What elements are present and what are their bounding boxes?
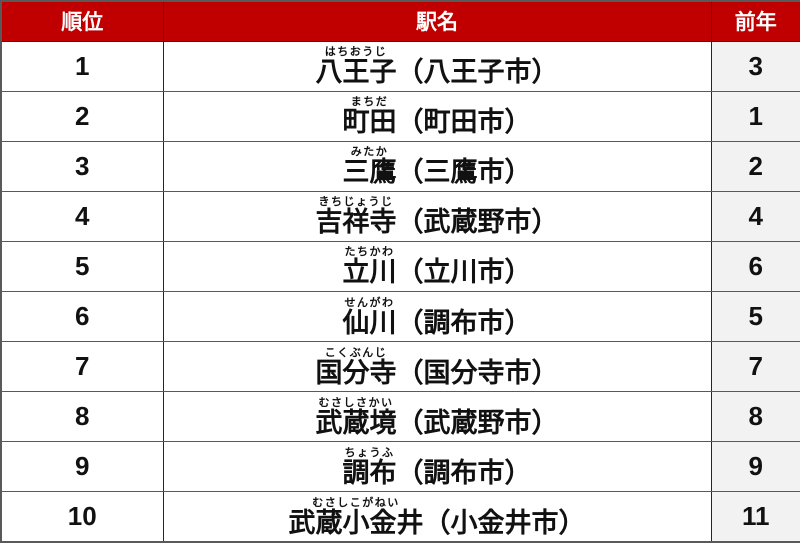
- prev-year-cell: 8: [710, 391, 800, 443]
- station-city: （国分寺市）: [396, 357, 559, 388]
- table-row: 8 武蔵境むさしさかい（武蔵野市） 8: [0, 391, 800, 443]
- station-name-ruby: 武蔵小金井むさしこがねい: [288, 497, 424, 538]
- rank-cell: 2: [0, 90, 164, 142]
- station-city: （調布市）: [396, 457, 532, 488]
- station-city: （八王子市）: [396, 57, 559, 88]
- station-cell: 八王子はちおうじ（八王子市）: [162, 40, 712, 92]
- rank-cell: 10: [0, 491, 164, 543]
- station-city: （武蔵野市）: [396, 207, 559, 238]
- header-rank: 順位: [0, 0, 164, 42]
- station-furigana: こくぶんじ: [315, 346, 397, 359]
- station-furigana: むさしさかい: [315, 396, 397, 409]
- station-cell: 調布ちょうふ（調布市）: [162, 441, 712, 493]
- prev-year-cell: 5: [710, 290, 800, 343]
- table-row: 3 三鷹みたか（三鷹市） 2: [0, 140, 800, 192]
- table-row: 1 八王子はちおうじ（八王子市） 3: [0, 40, 800, 92]
- station-name: 仙川: [342, 307, 397, 338]
- rank-cell: 5: [0, 240, 164, 292]
- prev-year-cell: 2: [710, 140, 800, 192]
- table-row: 10 武蔵小金井むさしこがねい（小金井市） 11: [0, 491, 800, 543]
- prev-year-cell: 3: [710, 40, 800, 92]
- station-furigana: せんがわ: [342, 296, 397, 309]
- table-row: 6 仙川せんがわ（調布市） 5: [0, 290, 800, 343]
- station-name-ruby: 立川たちかわ: [342, 246, 397, 288]
- station-name: 吉祥寺: [315, 207, 397, 238]
- station-cell: 三鷹みたか（三鷹市）: [162, 140, 712, 192]
- station-cell: 武蔵境むさしさかい（武蔵野市）: [162, 391, 712, 443]
- station-cell: 町田まちだ（町田市）: [162, 90, 712, 142]
- station-name: 調布: [342, 457, 397, 488]
- station-name: 武蔵小金井: [288, 507, 424, 538]
- station-name-ruby: 吉祥寺きちじょうじ: [315, 196, 397, 238]
- station-name-ruby: 八王子はちおうじ: [315, 46, 397, 88]
- station-cell: 仙川せんがわ（調布市）: [162, 290, 712, 343]
- station-city: （武蔵野市）: [396, 407, 559, 438]
- table-row: 5 立川たちかわ（立川市） 6: [0, 240, 800, 292]
- table-row: 7 国分寺こくぶんじ（国分寺市） 7: [0, 341, 800, 393]
- station-name-ruby: 武蔵境むさしさかい: [315, 397, 397, 438]
- table-row: 2 町田まちだ（町田市） 1: [0, 90, 800, 142]
- prev-year-cell: 11: [710, 491, 800, 543]
- station-name-ruby: 三鷹みたか: [342, 146, 397, 188]
- station-name: 三鷹: [342, 157, 397, 188]
- rank-cell: 6: [0, 290, 164, 343]
- station-name-ruby: 仙川せんがわ: [342, 297, 397, 338]
- rank-cell: 9: [0, 441, 164, 493]
- station-name: 八王子: [315, 57, 397, 88]
- rank-cell: 4: [0, 190, 164, 242]
- station-city: （立川市）: [396, 257, 532, 288]
- table-row: 9 調布ちょうふ（調布市） 9: [0, 441, 800, 493]
- station-city: （三鷹市）: [396, 157, 532, 188]
- station-furigana: むさしこがねい: [288, 496, 424, 509]
- station-furigana: きちじょうじ: [315, 196, 397, 209]
- prev-year-cell: 1: [710, 90, 800, 142]
- station-name-ruby: 国分寺こくぶんじ: [315, 347, 397, 388]
- rank-cell: 3: [0, 140, 164, 192]
- station-cell: 国分寺こくぶんじ（国分寺市）: [162, 341, 712, 393]
- prev-year-cell: 6: [710, 240, 800, 292]
- header-station: 駅名: [162, 0, 712, 42]
- station-cell: 武蔵小金井むさしこがねい（小金井市）: [162, 491, 712, 543]
- prev-year-cell: 7: [710, 341, 800, 393]
- station-furigana: はちおうじ: [315, 46, 397, 59]
- header-row: 順位 駅名 前年: [0, 0, 800, 42]
- station-city: （調布市）: [396, 307, 532, 338]
- station-name-ruby: 調布ちょうふ: [342, 447, 397, 488]
- station-name-ruby: 町田まちだ: [342, 96, 397, 138]
- station-furigana: みたか: [342, 146, 397, 159]
- rank-cell: 1: [0, 40, 164, 92]
- station-name: 町田: [342, 107, 397, 138]
- table-header: 順位 駅名 前年: [0, 0, 800, 42]
- station-city: （小金井市）: [423, 507, 586, 538]
- station-furigana: たちかわ: [342, 246, 397, 259]
- station-furigana: まちだ: [342, 96, 397, 109]
- station-furigana: ちょうふ: [342, 446, 397, 459]
- station-cell: 吉祥寺きちじょうじ（武蔵野市）: [162, 190, 712, 242]
- rank-cell: 8: [0, 391, 164, 443]
- header-prev-year: 前年: [710, 0, 800, 42]
- prev-year-cell: 4: [710, 190, 800, 242]
- prev-year-cell: 9: [710, 441, 800, 493]
- station-name: 立川: [342, 257, 397, 288]
- station-city: （町田市）: [396, 107, 532, 138]
- station-name: 国分寺: [315, 357, 397, 388]
- table-row: 4 吉祥寺きちじょうじ（武蔵野市） 4: [0, 190, 800, 242]
- rank-cell: 7: [0, 341, 164, 393]
- station-name: 武蔵境: [315, 407, 397, 438]
- station-cell: 立川たちかわ（立川市）: [162, 240, 712, 292]
- table-body: 1 八王子はちおうじ（八王子市） 3 2 町田まちだ（町田市） 1 3 三鷹みた…: [0, 40, 800, 543]
